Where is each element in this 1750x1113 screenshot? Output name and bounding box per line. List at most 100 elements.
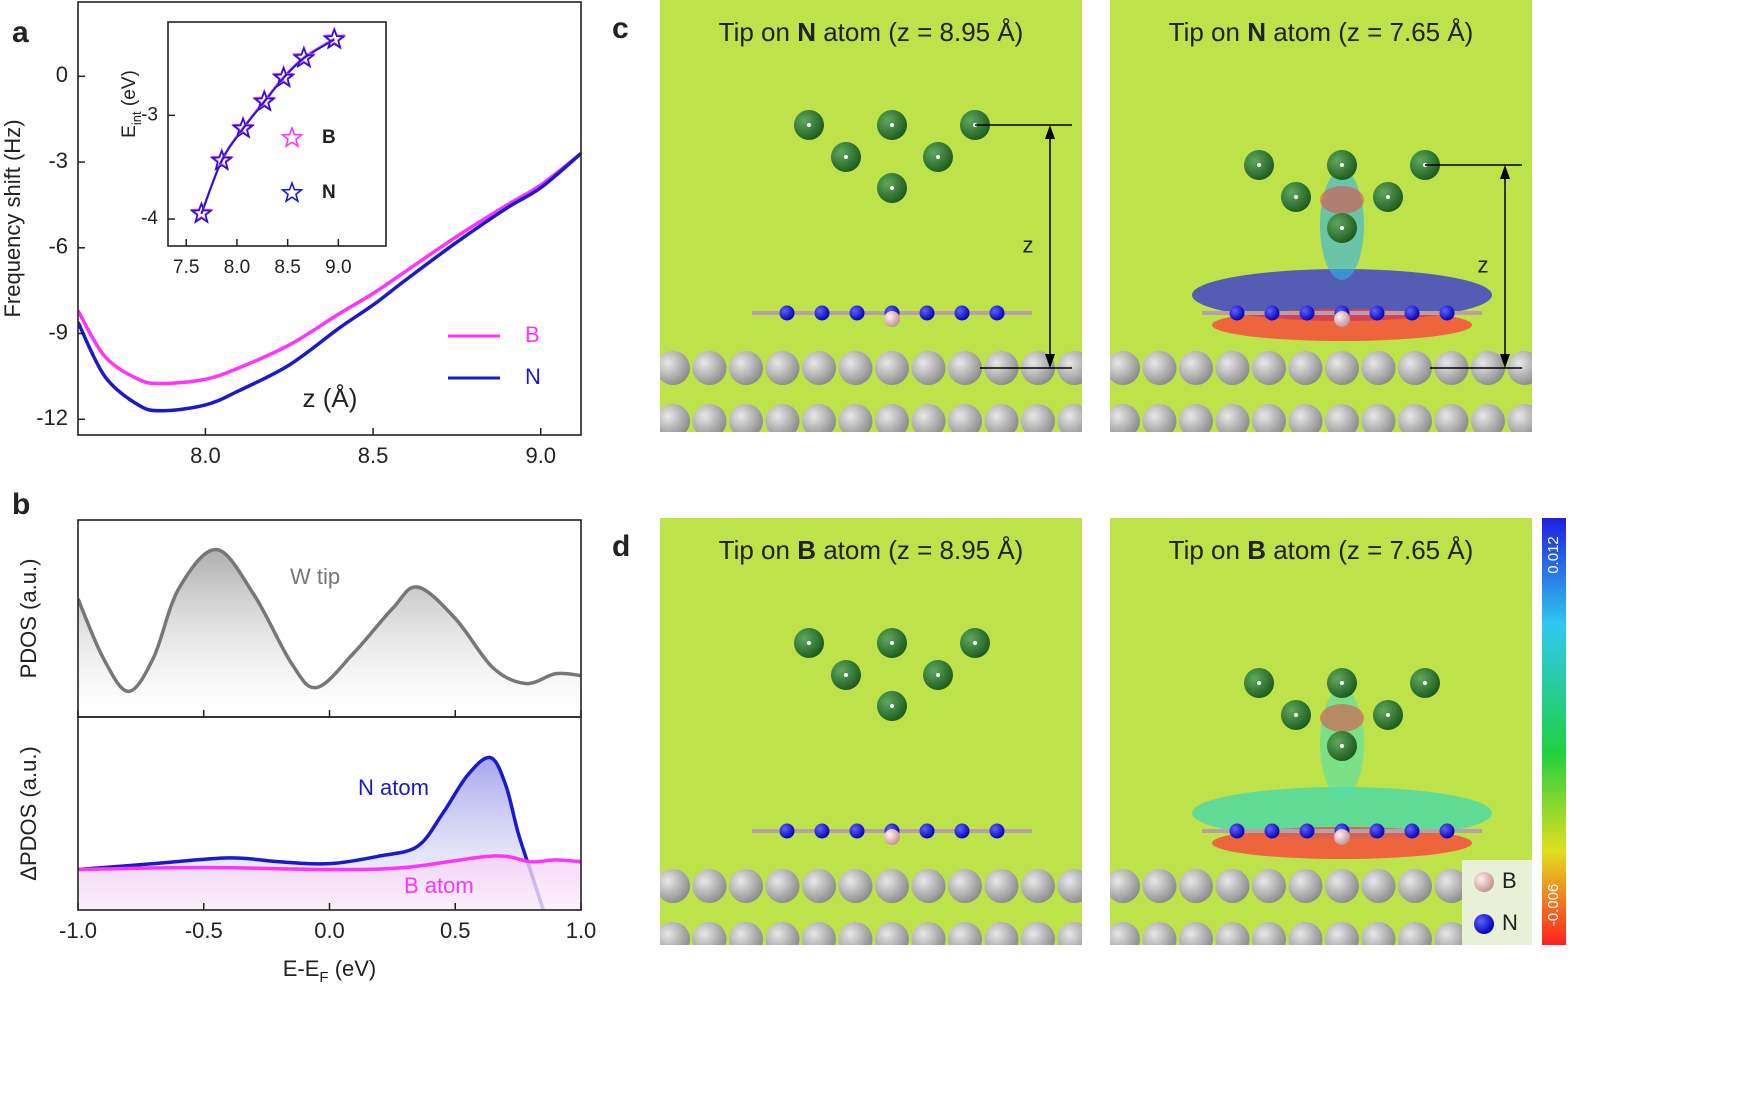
substrate-atom (1398, 404, 1432, 432)
z-label: z (1023, 232, 1034, 257)
substrate-atom (1142, 351, 1177, 385)
substrate-atom (875, 404, 909, 432)
substrate-atom (1021, 922, 1055, 945)
b-atom (1334, 311, 1350, 327)
density-map (620, 518, 1082, 945)
substrate-atom (1361, 869, 1396, 903)
x-tick-label: -0.5 (185, 918, 223, 943)
substrate-atom (620, 869, 654, 903)
n-atom (1404, 305, 1420, 321)
atom-highlight (1340, 226, 1344, 230)
x-tick-label: 0.5 (440, 918, 471, 943)
legend-atom (1474, 872, 1494, 892)
y-tick-label: -4 (141, 208, 158, 229)
substrate-atom (1110, 351, 1140, 385)
y-tick-label: -6 (48, 234, 68, 259)
map-title: Tip on B atom (z = 8.95 Å) (719, 535, 1024, 565)
x-tick-label: 7.5 (173, 257, 199, 278)
substrate-atom (1252, 404, 1286, 432)
substrate-atom (1142, 404, 1177, 432)
star-marker (210, 147, 234, 170)
density-blob (1320, 704, 1364, 732)
n-atom (1264, 823, 1280, 839)
n-atom (1439, 305, 1455, 321)
atom-highlight (1294, 713, 1298, 717)
substrate-atom (875, 922, 909, 945)
annotation: W tip (290, 564, 340, 589)
substrate-atom (984, 404, 1019, 432)
star-marker (231, 116, 255, 139)
star-marker (322, 27, 346, 50)
substrate-atom (660, 869, 690, 903)
density-map (660, 0, 1082, 432)
substrate-atom (1057, 404, 1082, 432)
series-label: N atom (358, 775, 429, 800)
n-atom (989, 305, 1005, 321)
substrate-atom (1215, 922, 1250, 945)
density-blob (1320, 186, 1364, 214)
substrate-atom (911, 922, 946, 945)
legend-swatch (280, 180, 304, 203)
title-part: N (1247, 17, 1266, 47)
axes-frame (167, 21, 387, 247)
atom-highlight (890, 186, 894, 190)
substrate-atom (1325, 404, 1359, 432)
substrate-atom (948, 869, 982, 903)
b-atom (1334, 829, 1350, 845)
x-axis-label: z (Å) (303, 383, 358, 413)
y-tick-label: 0 (56, 62, 68, 87)
y-axis-label: Eint (eV) (119, 70, 144, 138)
substrate-atom (1325, 351, 1359, 385)
axes-frame (77, 1, 582, 436)
line (78, 854, 581, 872)
legend-label: B (322, 127, 336, 148)
substrate-atom (1110, 869, 1140, 903)
n-atom (989, 823, 1005, 839)
b-atom (884, 829, 900, 845)
atom-highlight (936, 673, 940, 677)
substrate-atom (729, 404, 763, 432)
substrate-atom (802, 404, 836, 432)
n-atom (1439, 823, 1455, 839)
substrate-atom (1142, 869, 1177, 903)
title-part: atom (z = 8.95 Å) (816, 535, 1023, 565)
series-label: B atom (404, 873, 474, 898)
substrate-atom (838, 869, 873, 903)
map-title: Tip on N atom (z = 8.95 Å) (719, 17, 1024, 47)
y-tick-label: -12 (36, 405, 68, 430)
n-atom (954, 305, 970, 321)
n-atom (919, 823, 935, 839)
substrate-atom (1288, 351, 1323, 385)
b-atom (884, 311, 900, 327)
substrate-atom (1471, 404, 1505, 432)
substrate-atom (802, 351, 836, 385)
substrate-atom (1215, 404, 1250, 432)
n-atom (1404, 823, 1420, 839)
line (78, 755, 545, 910)
map-title: Tip on B atom (z = 7.65 Å) (1169, 535, 1474, 565)
substrate-atom (1434, 922, 1469, 945)
atom-highlight (1386, 195, 1390, 199)
substrate-atom (1179, 351, 1213, 385)
x-tick-label: 8.5 (358, 443, 389, 468)
n-atom (919, 305, 935, 321)
substrate-atom (1252, 351, 1286, 385)
n-atom (814, 305, 830, 321)
atom-highlight (807, 123, 811, 127)
substrate-atom (1361, 404, 1396, 432)
substrate-atom (875, 869, 909, 903)
substrate-atom (838, 922, 873, 945)
colorbar-label: -0.006 (1545, 884, 1562, 927)
substrate-atom (838, 404, 873, 432)
title-part: atom (z = 7.65 Å) (1266, 17, 1473, 47)
n-atom (849, 305, 865, 321)
substrate-atom (1398, 869, 1432, 903)
substrate-atom (948, 404, 982, 432)
substrate-atom (1398, 351, 1432, 385)
substrate-atom (1179, 922, 1213, 945)
n-atom (1229, 823, 1245, 839)
substrate-atom (1434, 869, 1469, 903)
density-map (1110, 0, 1532, 432)
legend-label: N (525, 364, 541, 389)
